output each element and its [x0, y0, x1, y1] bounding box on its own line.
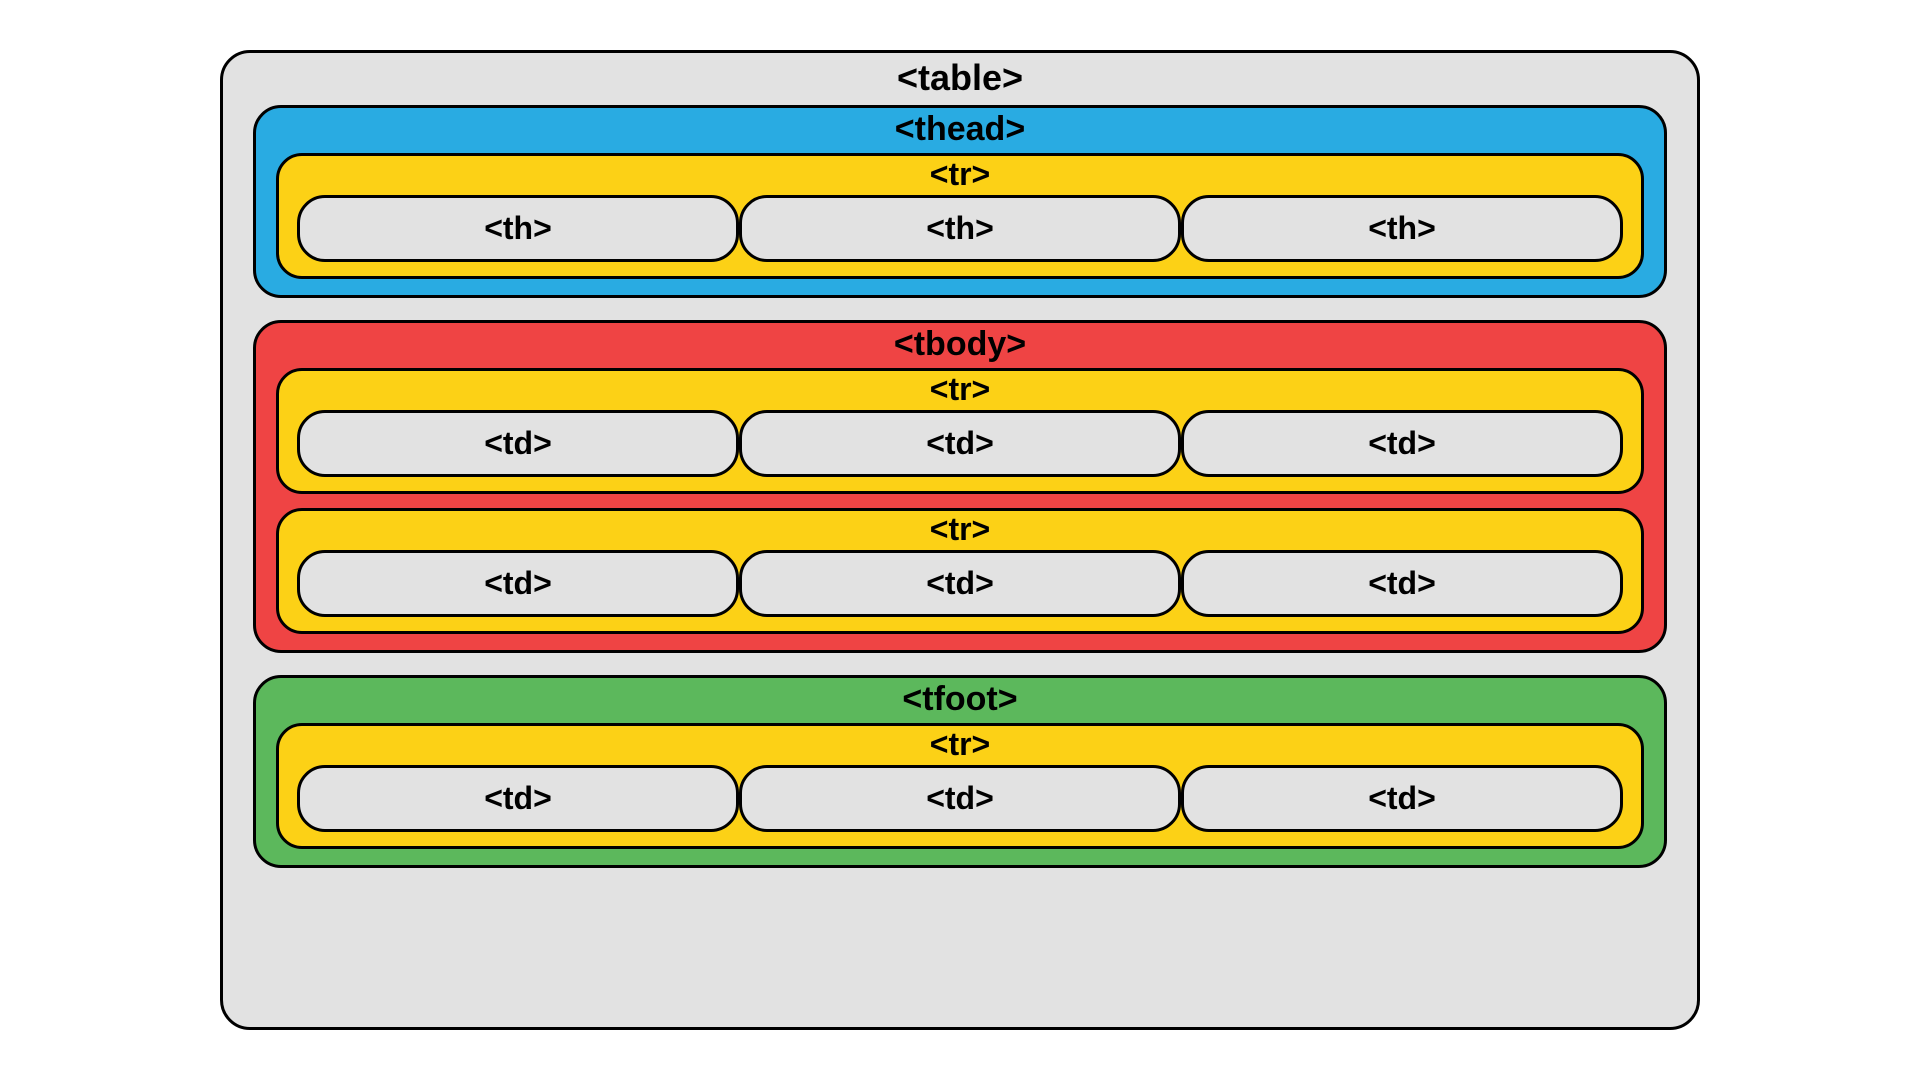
th-cell: <th>	[739, 195, 1181, 262]
td-cell: <td>	[1181, 765, 1623, 832]
td-cell: <td>	[297, 410, 739, 477]
td-cell: <td>	[1181, 550, 1623, 617]
tfoot-box: <tfoot> <tr> <td> <td> <td>	[253, 675, 1667, 868]
tr-label: <tr>	[297, 371, 1623, 410]
tbody-box: <tbody> <tr> <td> <td> <td> <tr> <td> <t…	[253, 320, 1667, 653]
tfoot-tr-box: <tr> <td> <td> <td>	[276, 723, 1644, 849]
td-cell: <td>	[739, 410, 1181, 477]
tbody-tr-box-1: <tr> <td> <td> <td>	[276, 368, 1644, 494]
td-cell: <td>	[297, 550, 739, 617]
td-cell: <td>	[1181, 410, 1623, 477]
tbody-tr-box-2: <tr> <td> <td> <td>	[276, 508, 1644, 634]
thead-cells-row: <th> <th> <th>	[297, 195, 1623, 262]
td-cell: <td>	[739, 765, 1181, 832]
thead-label: <thead>	[276, 108, 1644, 153]
tbody-cells-row: <td> <td> <td>	[297, 550, 1623, 617]
tfoot-label: <tfoot>	[276, 678, 1644, 723]
thead-tr-box: <tr> <th> <th> <th>	[276, 153, 1644, 279]
tbody-label: <tbody>	[276, 323, 1644, 368]
tr-label: <tr>	[297, 156, 1623, 195]
tfoot-cells-row: <td> <td> <td>	[297, 765, 1623, 832]
table-label: <table>	[253, 53, 1667, 105]
th-cell: <th>	[297, 195, 739, 262]
thead-box: <thead> <tr> <th> <th> <th>	[253, 105, 1667, 298]
tr-label: <tr>	[297, 726, 1623, 765]
tr-label: <tr>	[297, 511, 1623, 550]
td-cell: <td>	[739, 550, 1181, 617]
th-cell: <th>	[1181, 195, 1623, 262]
tbody-cells-row: <td> <td> <td>	[297, 410, 1623, 477]
table-box: <table> <thead> <tr> <th> <th> <th> <tbo…	[220, 50, 1700, 1030]
td-cell: <td>	[297, 765, 739, 832]
